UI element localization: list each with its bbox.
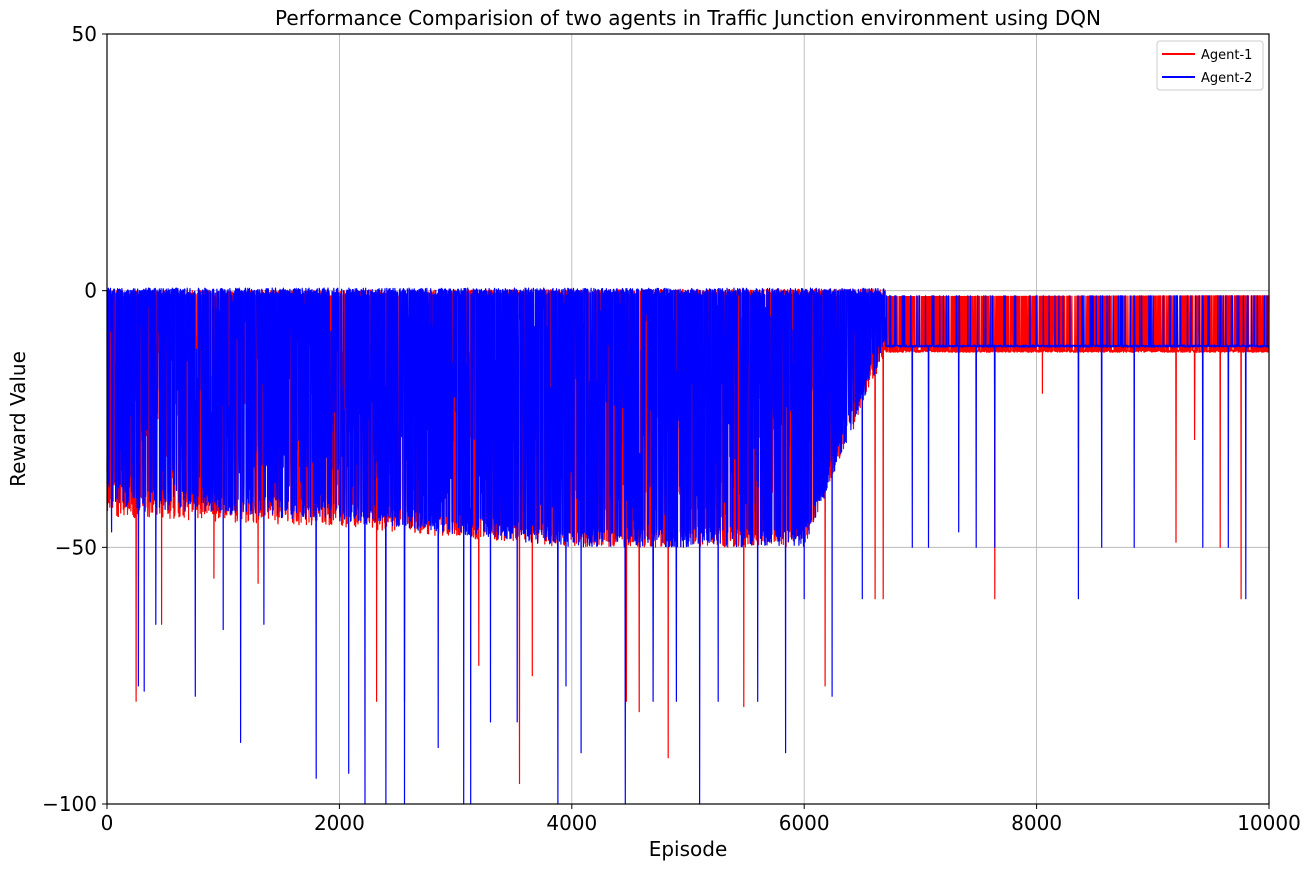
plot-frame [106, 33, 1270, 805]
y-axis-title: Reward Value [6, 351, 30, 487]
legend-label-agent-2: Agent-2 [1201, 71, 1252, 86]
y-tick-label: 50 [72, 22, 97, 46]
x-tick-label: 10000 [1237, 811, 1301, 835]
ticks-layer: 0 2000 4000 6000 8000 10000 −100 −50 0 50 [42, 22, 1301, 835]
legend-label-agent-1: Agent-1 [1201, 48, 1252, 63]
legend: Agent-1 Agent-2 [1156, 40, 1264, 91]
y-tick-label: 0 [84, 279, 97, 303]
series-line-agent-2 [106, 287, 1270, 805]
series-layer [106, 287, 1270, 805]
x-tick-label: 2000 [314, 811, 365, 835]
y-tick-label: −50 [55, 535, 97, 559]
x-tick-label: 4000 [546, 811, 597, 835]
x-axis-title: Episode [649, 837, 728, 861]
y-tick-label: −100 [42, 792, 97, 816]
chart-title: Performance Comparision of two agents in… [275, 6, 1101, 30]
x-tick-label: 8000 [1011, 811, 1062, 835]
series-agent-2 [106, 287, 1270, 805]
x-tick-label: 0 [101, 811, 114, 835]
x-tick-label: 6000 [779, 811, 830, 835]
